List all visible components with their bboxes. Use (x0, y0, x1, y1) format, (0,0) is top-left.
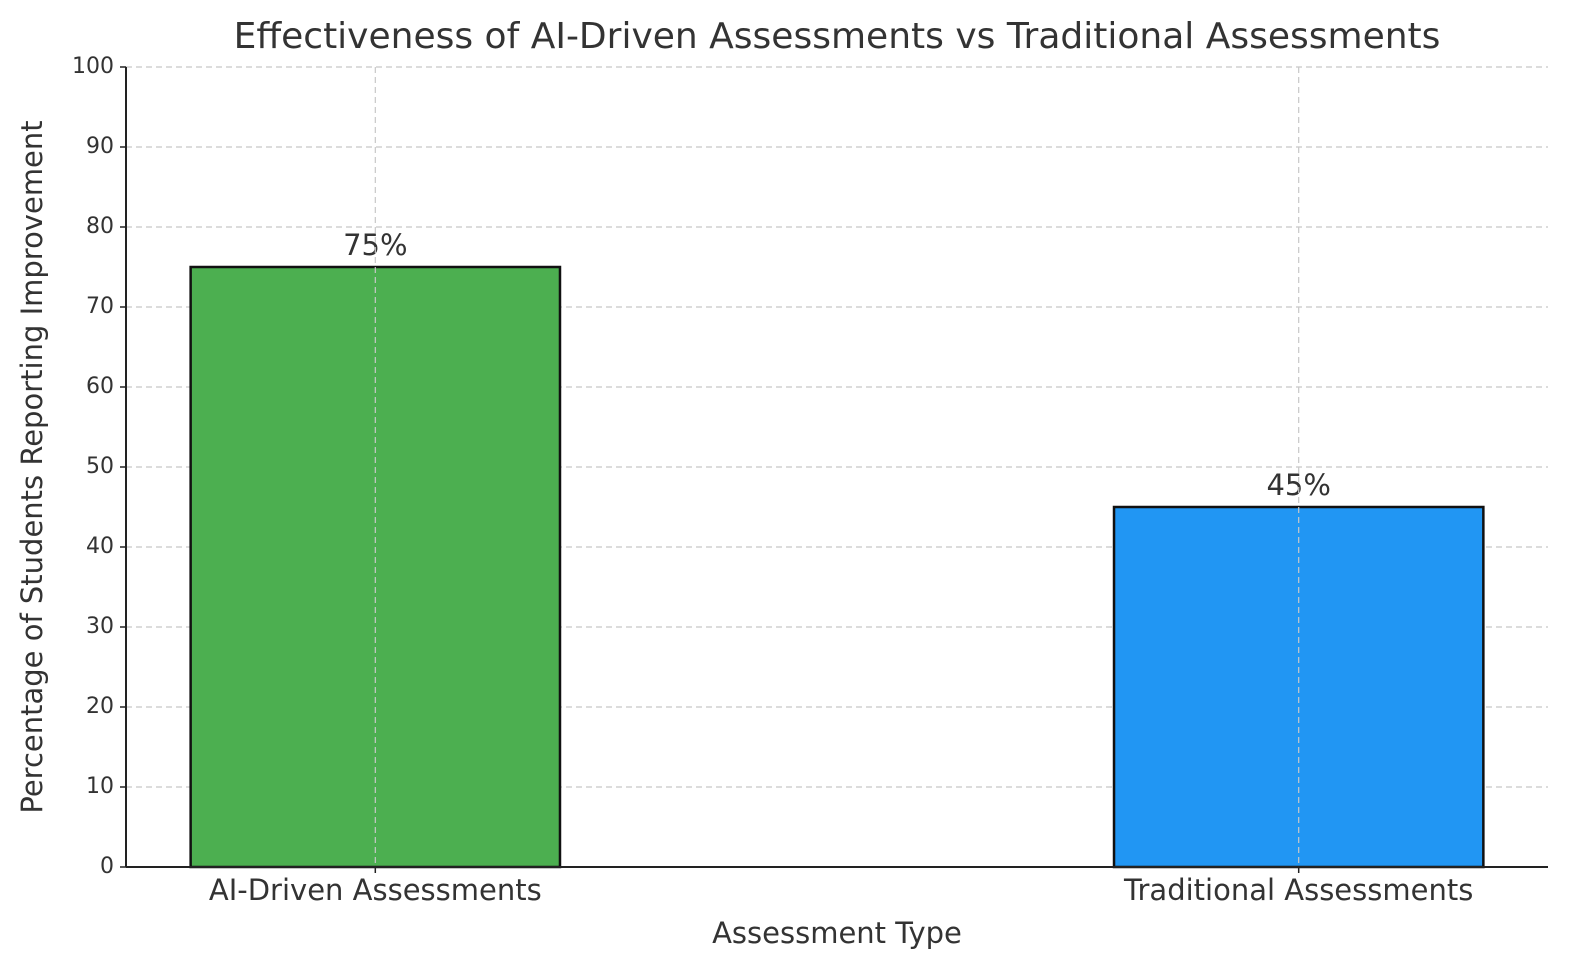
y-tick-label: 100 (72, 54, 114, 79)
y-tick-label: 20 (86, 694, 114, 719)
y-tick-label: 60 (86, 374, 114, 399)
value-label: 75% (343, 228, 407, 262)
x-axis-label: Assessment Type (712, 916, 962, 950)
y-tick-label: 0 (100, 854, 114, 879)
y-tick-label: 30 (86, 614, 114, 639)
y-tick-label: 80 (86, 214, 114, 239)
y-tick-label: 40 (86, 534, 114, 559)
y-tick-label: 50 (86, 454, 114, 479)
value-label: 45% (1266, 468, 1330, 502)
x-tick-label: AI-Driven Assessments (209, 873, 542, 907)
y-tick-label: 10 (86, 774, 114, 799)
y-tick-label: 70 (86, 294, 114, 319)
y-tick-label: 90 (86, 134, 114, 159)
chart-title: Effectiveness of AI-Driven Assessments v… (234, 16, 1441, 57)
y-axis-label: Percentage of Students Reporting Improve… (15, 120, 49, 813)
x-tick-label: Traditional Assessments (1123, 873, 1473, 907)
